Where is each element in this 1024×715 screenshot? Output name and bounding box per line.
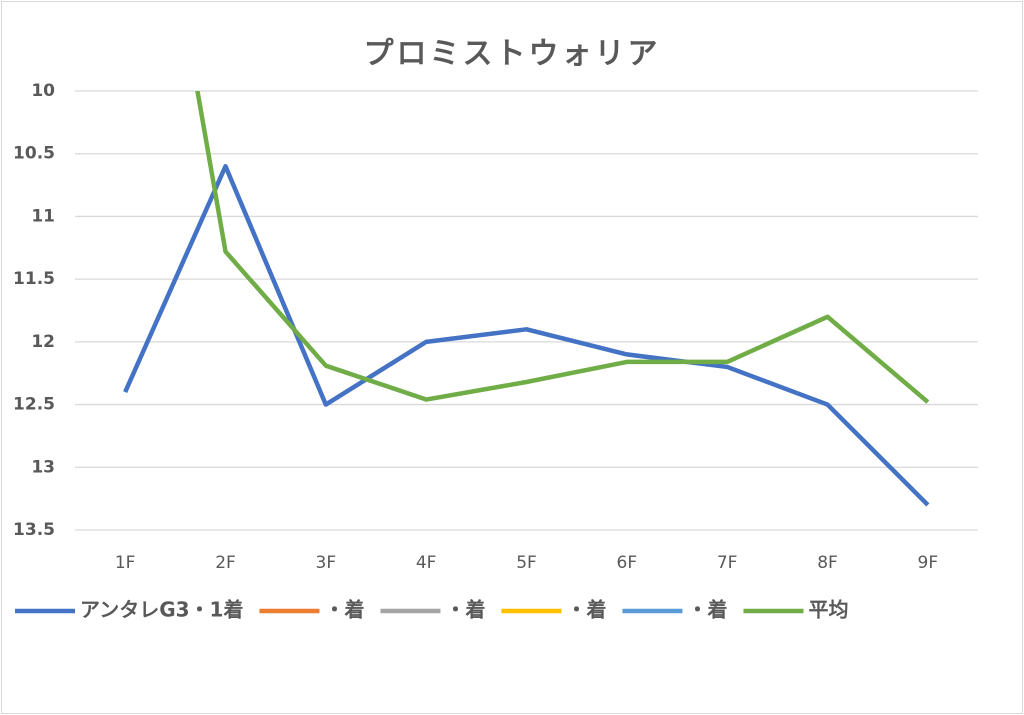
y-tick-label: 11 (31, 206, 55, 226)
x-tick-label: 8F (817, 553, 838, 573)
legend-label: 平均 (808, 598, 848, 622)
data-line (123, 164, 930, 507)
y-tick-label: 12.5 (13, 395, 55, 415)
legend-label: ・着 (324, 598, 364, 622)
data-line (195, 91, 930, 404)
y-tick-label: 10 (31, 81, 55, 101)
y-tick-label: 13 (31, 457, 55, 477)
x-tick-label: 3F (316, 553, 337, 573)
x-tick-label: 2F (215, 553, 236, 573)
y-tick-label: 13.5 (13, 520, 55, 540)
x-tick-label: 7F (717, 553, 738, 573)
x-tick-label: 5F (516, 553, 537, 573)
x-tick-label: 4F (416, 553, 437, 573)
y-tick-label: 12 (31, 332, 55, 352)
legend-label: ・着 (445, 598, 485, 622)
legend-label: ・着 (566, 598, 606, 622)
legend-label: ・着 (687, 598, 727, 622)
y-tick-label: 11.5 (13, 269, 55, 289)
legend-label: アンタレG3・1着 (80, 598, 243, 622)
chart-title: プロミストウォリア (364, 37, 661, 72)
y-tick-label: 10.5 (13, 144, 55, 164)
x-tick-label: 6F (617, 553, 638, 573)
x-tick-label: 9F (918, 553, 939, 573)
x-tick-label: 1F (115, 553, 136, 573)
